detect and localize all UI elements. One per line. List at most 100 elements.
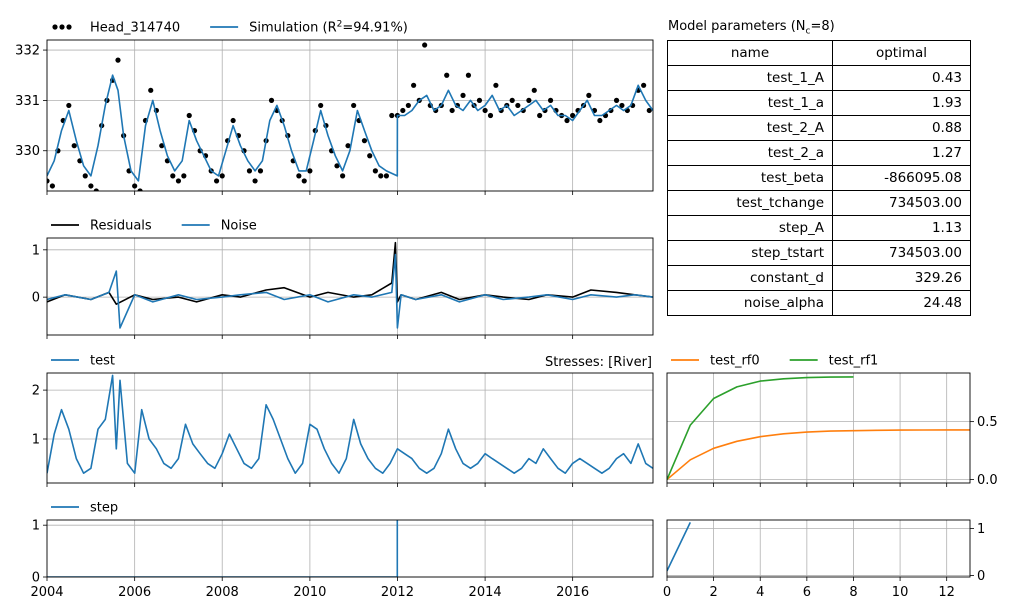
data-point bbox=[526, 97, 532, 103]
data-point bbox=[405, 102, 411, 109]
parameters-title: Model parameters (Nc=8) bbox=[668, 19, 835, 37]
data-point bbox=[307, 168, 313, 174]
parameters-title-text: Model parameters (N bbox=[668, 19, 806, 34]
data-point bbox=[531, 87, 537, 93]
data-point bbox=[465, 72, 472, 78]
parameter-row: test_beta -866095.08 bbox=[667, 165, 971, 191]
data-point bbox=[646, 107, 652, 114]
data-point bbox=[170, 173, 176, 179]
parameter-value: 1.13 bbox=[832, 215, 971, 241]
legend-label: test_rf1 bbox=[829, 354, 879, 369]
data-point bbox=[351, 102, 357, 109]
y-tick-label: 331 bbox=[15, 94, 40, 109]
x-tick-label: 12 bbox=[938, 585, 955, 600]
legend-marker bbox=[52, 24, 58, 30]
chart-residuals-noise: 0 1 Residuals Noise bbox=[32, 219, 654, 339]
plot-area bbox=[667, 522, 692, 572]
parameter-name: test_1_a bbox=[667, 90, 833, 116]
data-point bbox=[246, 168, 253, 174]
chart-response-step: 010 2 4 6 8 10 12 bbox=[663, 519, 985, 600]
y-tick-label: 1 bbox=[32, 433, 40, 448]
data-point bbox=[361, 138, 368, 144]
axes-frame bbox=[666, 519, 971, 578]
chart-title: Stresses: [River] bbox=[545, 355, 652, 370]
plot-area bbox=[47, 241, 653, 329]
series-line bbox=[47, 520, 399, 577]
parameters-title-subscript: c bbox=[805, 26, 811, 37]
parameter-value: 734503.00 bbox=[832, 190, 971, 216]
parameter-row: test_1_A 0.43 bbox=[667, 65, 971, 91]
chart-observations-simulation: 330 331 332 Head_314740 Simulation (R2=94.91… bbox=[15, 20, 654, 195]
x-tick-label: 2014 bbox=[469, 585, 502, 600]
data-point bbox=[49, 183, 55, 189]
axes-frame bbox=[666, 372, 971, 484]
series-line bbox=[667, 429, 970, 481]
data-point bbox=[367, 153, 373, 159]
data-point bbox=[301, 178, 307, 184]
data-point bbox=[268, 97, 275, 103]
data-point bbox=[252, 178, 258, 184]
legend-label: Head_314740 bbox=[90, 21, 180, 36]
data-point bbox=[493, 82, 499, 88]
axes-frame bbox=[46, 519, 654, 578]
y-tick-label: 1 bbox=[32, 243, 40, 258]
parameter-row: test_tchange 734503.00 bbox=[667, 190, 971, 216]
parameter-name: noise_alpha bbox=[667, 290, 833, 316]
data-point bbox=[175, 178, 182, 184]
data-point bbox=[476, 97, 483, 103]
parameter-row: step_A 1.13 bbox=[667, 215, 971, 241]
series-line bbox=[47, 74, 653, 182]
parameter-value: 734503.00 bbox=[832, 240, 971, 266]
parameter-row: noise_alpha 24.48 bbox=[667, 290, 971, 316]
chart-stress-step: 0 1 2004 2006 2008 2010 2012 2014 2016 step bbox=[30, 501, 654, 600]
data-point bbox=[186, 112, 192, 119]
parameter-row: test_2_A 0.88 bbox=[667, 115, 971, 141]
y-tick-label: 2 bbox=[32, 384, 40, 399]
y-tick-label: 0 bbox=[32, 571, 40, 586]
data-point bbox=[137, 188, 143, 191]
legend-marker bbox=[66, 24, 72, 30]
data-point bbox=[389, 112, 395, 119]
series-line bbox=[47, 374, 653, 475]
x-tick-label: 2 bbox=[709, 585, 717, 600]
data-point bbox=[515, 102, 521, 109]
data-point bbox=[422, 42, 428, 48]
x-tick-label: 2008 bbox=[206, 585, 239, 600]
axes-frame bbox=[46, 39, 654, 192]
series-line bbox=[47, 241, 653, 306]
data-point bbox=[597, 117, 603, 124]
series-line bbox=[47, 253, 653, 329]
data-point bbox=[570, 112, 576, 119]
legend-label: test_rf0 bbox=[710, 354, 760, 369]
y-tick-label: 1 bbox=[32, 519, 40, 534]
plot-area bbox=[47, 42, 653, 191]
axes-frame bbox=[46, 372, 654, 484]
data-point bbox=[537, 112, 543, 119]
x-tick-label: 8 bbox=[849, 585, 857, 600]
plot-area bbox=[47, 520, 399, 577]
data-point bbox=[400, 107, 406, 114]
parameter-name: constant_d bbox=[667, 265, 833, 291]
data-point bbox=[482, 107, 488, 114]
parameter-name: test_2_A bbox=[667, 115, 833, 141]
data-point bbox=[132, 183, 138, 189]
y-tick-label: 1 bbox=[977, 522, 985, 537]
x-tick-label: 10 bbox=[892, 585, 909, 600]
data-point bbox=[71, 143, 77, 149]
parameter-row: test_1_a 1.93 bbox=[667, 90, 971, 116]
parameter-name: step_A bbox=[667, 215, 833, 241]
x-tick-label: 2004 bbox=[30, 585, 63, 600]
data-point bbox=[509, 97, 515, 103]
data-point bbox=[88, 183, 94, 189]
data-point bbox=[213, 178, 220, 184]
data-point bbox=[296, 173, 302, 179]
data-point bbox=[115, 57, 121, 63]
x-tick-label: 2006 bbox=[118, 585, 151, 600]
header-name: name bbox=[667, 40, 833, 66]
legend-label: Simulation (R2=94.91%) bbox=[249, 20, 408, 36]
x-tick-label: 4 bbox=[756, 585, 764, 600]
parameters-title-tail: =8) bbox=[810, 19, 835, 34]
parameter-value: 329.26 bbox=[832, 265, 971, 291]
parameter-name: test_tchange bbox=[667, 190, 833, 216]
